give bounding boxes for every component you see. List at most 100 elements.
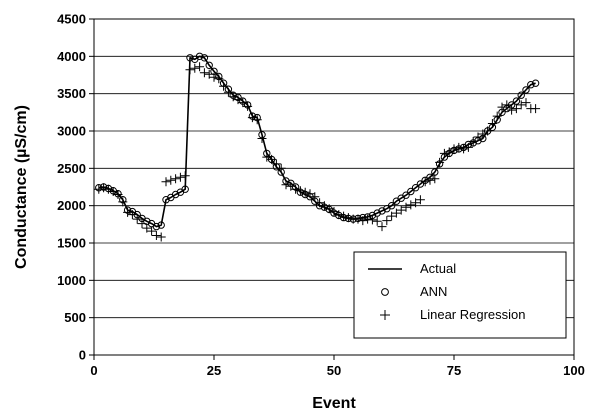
point-linear-regression <box>516 100 526 110</box>
y-tick-labels: 0 500 1000 1500 2000 2500 3000 3500 4000 4500 <box>57 12 94 363</box>
point-linear-regression <box>492 111 502 121</box>
point-linear-regression <box>300 187 310 197</box>
point-linear-regression <box>382 216 392 226</box>
point-linear-regression <box>118 197 128 207</box>
point-linear-regression <box>473 132 483 142</box>
point-linear-regression <box>252 115 262 125</box>
point-ann <box>152 222 161 231</box>
point-linear-regression <box>151 231 161 240</box>
point-linear-regression <box>214 74 224 84</box>
point-linear-regression <box>247 113 257 123</box>
x-tick-labels: 0 25 50 75 100 <box>90 355 585 378</box>
point-linear-regression <box>180 171 190 181</box>
point-linear-regression <box>439 148 449 158</box>
point-linear-regression <box>175 172 185 182</box>
point-ann <box>527 81 535 89</box>
point-ann <box>181 185 189 193</box>
y-tick-label-4000: 4000 <box>57 49 86 64</box>
point-linear-regression <box>291 184 301 194</box>
legend-swatch-ann <box>381 288 389 296</box>
point-linear-regression <box>204 69 214 79</box>
point-linear-regression <box>257 134 267 143</box>
point-linear-regression <box>502 100 512 110</box>
point-linear-regression <box>142 223 152 233</box>
y-tick-label-1500: 1500 <box>57 236 86 251</box>
point-linear-regression <box>243 101 253 111</box>
point-linear-regression <box>209 72 219 82</box>
point-linear-regression <box>199 68 209 78</box>
x-tick-label-25: 25 <box>207 363 221 378</box>
point-linear-regression <box>171 174 181 184</box>
point-linear-regression <box>295 186 305 196</box>
point-linear-regression <box>305 189 315 199</box>
point-linear-regression <box>267 154 277 164</box>
point-ann <box>171 190 180 199</box>
point-linear-regression <box>276 163 286 173</box>
point-linear-regression <box>281 180 291 190</box>
point-linear-regression <box>132 214 142 224</box>
point-ann <box>195 52 204 60</box>
point-linear-regression <box>319 201 329 211</box>
legend-label-linear-regression: Linear Regression <box>420 307 526 322</box>
point-ann <box>522 86 530 94</box>
point-linear-regression <box>103 184 113 194</box>
point-linear-regression <box>425 175 435 185</box>
point-linear-regression <box>315 198 325 208</box>
point-linear-regression <box>459 144 469 154</box>
point-linear-regression <box>147 226 157 236</box>
point-ann <box>416 180 425 188</box>
point-ann <box>373 209 381 217</box>
point-linear-regression <box>396 205 406 215</box>
point-linear-regression <box>233 95 243 105</box>
point-linear-regression <box>108 187 118 196</box>
point-linear-regression <box>329 207 339 217</box>
x-axis-title: Event <box>312 395 356 412</box>
point-linear-regression <box>430 174 440 184</box>
point-linear-regression <box>358 216 368 226</box>
point-linear-regression <box>161 177 171 187</box>
point-linear-regression <box>507 105 517 115</box>
point-linear-regression <box>454 142 464 152</box>
point-linear-regression <box>127 210 137 220</box>
x-tick-label-0: 0 <box>90 363 97 378</box>
point-linear-regression <box>156 232 166 242</box>
point-linear-regression <box>310 192 320 202</box>
point-linear-regression <box>190 63 200 73</box>
point-linear-regression <box>228 92 238 102</box>
point-linear-regression <box>99 183 109 193</box>
legend-label-actual: Actual <box>420 261 456 276</box>
point-ann <box>157 221 165 229</box>
point-linear-regression <box>487 119 497 128</box>
point-ann <box>411 184 420 192</box>
point-linear-regression <box>387 211 397 221</box>
y-tick-label-2000: 2000 <box>57 198 86 213</box>
point-linear-regression <box>377 222 387 232</box>
y-tick-label-3000: 3000 <box>57 124 86 139</box>
x-tick-label-50: 50 <box>327 363 341 378</box>
point-linear-regression <box>521 98 531 108</box>
point-linear-regression <box>420 177 430 187</box>
legend-swatch-linear-regression <box>380 310 390 320</box>
point-linear-regression <box>406 200 416 210</box>
point-linear-regression <box>483 126 493 136</box>
point-linear-regression <box>511 104 521 114</box>
plot-frame <box>93 18 575 356</box>
y-tick-label-1000: 1000 <box>57 273 86 288</box>
point-linear-regression <box>449 144 459 154</box>
gridlines <box>94 55 574 319</box>
point-linear-regression <box>223 87 233 97</box>
point-linear-regression <box>468 137 478 146</box>
y-axis-title: Conductance (µS/cm) <box>13 105 30 269</box>
y-tick-label-500: 500 <box>64 310 86 325</box>
point-linear-regression <box>415 195 425 205</box>
point-ann <box>407 187 415 196</box>
point-ann <box>205 61 213 70</box>
series-layer <box>94 52 541 242</box>
point-linear-regression <box>262 152 272 162</box>
point-linear-regression <box>166 175 176 185</box>
point-linear-regression <box>444 147 454 157</box>
point-ann <box>378 207 386 215</box>
point-linear-regression <box>219 81 229 91</box>
point-linear-regression <box>271 159 281 169</box>
